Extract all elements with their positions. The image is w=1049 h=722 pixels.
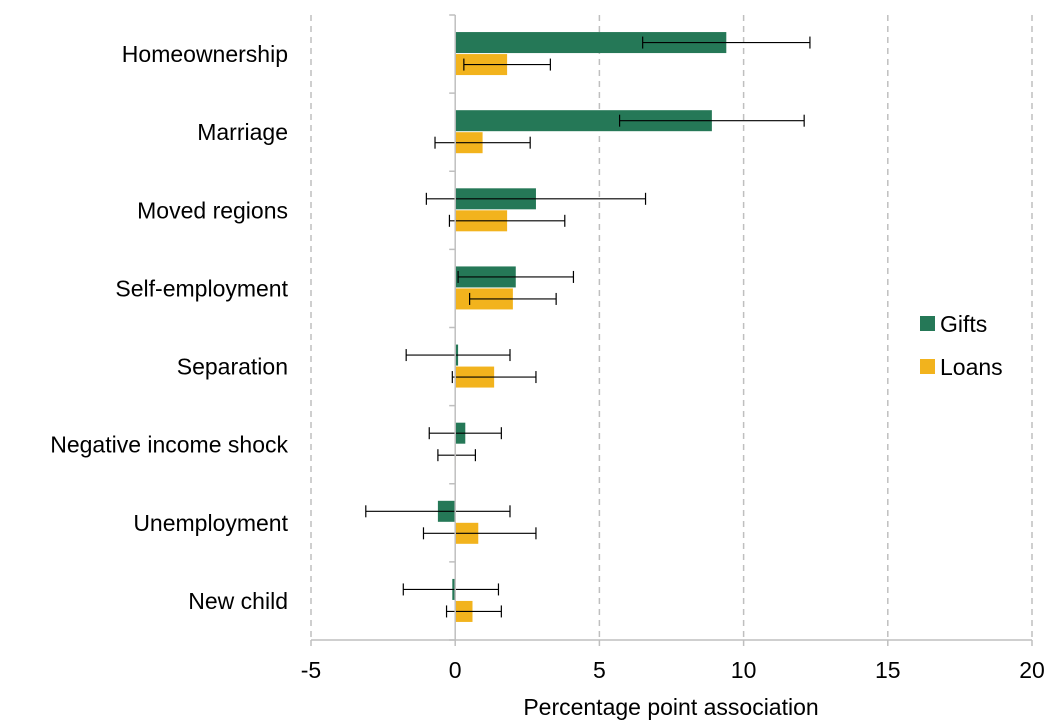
category-label: Negative income shock (50, 432, 288, 458)
x-tick-label: 20 (1019, 657, 1045, 683)
legend-label-loans: Loans (940, 354, 1003, 380)
category-label: Moved regions (137, 197, 288, 223)
category-label: Unemployment (133, 510, 288, 536)
x-tick-label: 0 (449, 657, 462, 683)
category-label: Marriage (197, 119, 288, 145)
x-tick-label: 5 (593, 657, 606, 683)
bar-gifts (455, 32, 727, 54)
legend-label-gifts: Gifts (940, 311, 987, 337)
legend-swatch-gifts (920, 316, 935, 331)
bar-gifts (455, 110, 712, 132)
bars (365, 32, 811, 622)
x-tick-label: 15 (875, 657, 901, 683)
category-label: New child (188, 588, 288, 614)
category-labels: Homeownership Marriage Moved regions Self-e… (50, 41, 288, 614)
x-tick-label: -5 (301, 657, 321, 683)
category-label: Homeownership (122, 41, 288, 67)
category-label: Separation (177, 354, 288, 380)
category-label: Self-employment (115, 275, 288, 301)
x-tick-label: 10 (731, 657, 757, 683)
x-axis-title: Percentage point association (523, 694, 818, 720)
axes: -5 0 5 10 15 20 (301, 14, 1045, 683)
legend: Gifts Loans (920, 311, 1003, 380)
legend-swatch-loans (920, 359, 935, 374)
